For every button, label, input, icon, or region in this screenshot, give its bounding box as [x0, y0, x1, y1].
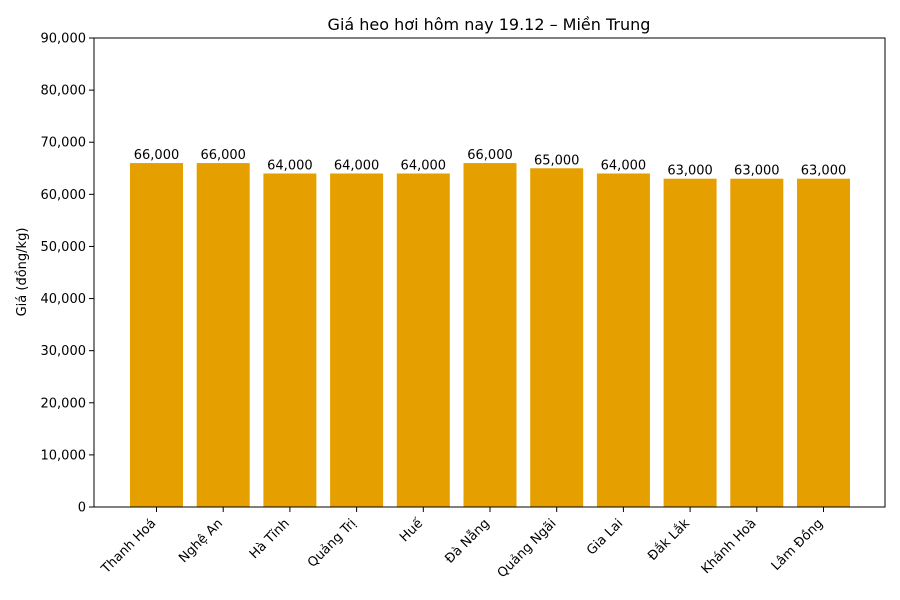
bar: [663, 178, 717, 507]
data-label: 63,000: [734, 164, 780, 179]
y-tick-label: 90,000: [41, 32, 87, 47]
bar: [330, 173, 384, 507]
bar: [797, 178, 850, 507]
x-tick-label: Hà Tĩnh: [247, 516, 293, 562]
data-label: 63,000: [667, 164, 713, 179]
y-tick-label: 80,000: [41, 84, 87, 99]
data-label: 66,000: [134, 148, 180, 163]
y-tick-label: 10,000: [41, 448, 87, 463]
x-tick-label: Khánh Hoà: [699, 516, 760, 577]
y-tick-label: 60,000: [41, 188, 87, 203]
y-tick-label: 50,000: [41, 240, 87, 255]
y-tick-label: 0: [78, 501, 86, 516]
data-label: 64,000: [601, 158, 647, 173]
x-tick-label: Quảng Ngãi: [495, 516, 560, 581]
y-tick-label: 20,000: [41, 396, 87, 411]
y-tick-label: 70,000: [41, 136, 87, 151]
x-tick-label: Lâm Đồng: [769, 516, 827, 574]
data-label: 65,000: [534, 153, 580, 168]
bar: [130, 163, 183, 508]
bar: [596, 173, 650, 507]
bar: [530, 168, 584, 507]
data-label: 63,000: [801, 164, 847, 179]
plot-area: 66,000 66,000 64,000 64,000 64,000 66,000 65,0…: [41, 32, 886, 581]
x-tick-label: Thanh Hoá: [98, 516, 159, 577]
bar: [463, 163, 517, 508]
bar: [196, 163, 250, 508]
data-label: 66,000: [200, 148, 246, 163]
data-label: 64,000: [334, 158, 380, 173]
x-tick-label: Đắk Lắk: [645, 516, 693, 564]
x-tick-label: Nghệ An: [176, 516, 226, 566]
x-tick-label: Đà Nẵng: [442, 516, 492, 566]
y-tick-label: 30,000: [41, 344, 87, 359]
bar: [396, 173, 450, 507]
x-tick-label: Quảng Trị: [305, 516, 359, 570]
y-axis-label: Giá (đồng/kg): [15, 228, 30, 317]
data-label: 64,000: [267, 158, 313, 173]
data-label: 64,000: [401, 158, 447, 173]
chart-title: Giá heo hơi hôm nay 19.12 – Miền Trung: [328, 15, 651, 34]
x-tick-label: Huế: [397, 516, 426, 545]
bar: [730, 178, 784, 507]
data-label: 66,000: [467, 148, 513, 163]
y-tick-label: 40,000: [41, 292, 87, 307]
bar: [263, 173, 317, 507]
x-tick-label: Gia Lai: [584, 516, 626, 558]
